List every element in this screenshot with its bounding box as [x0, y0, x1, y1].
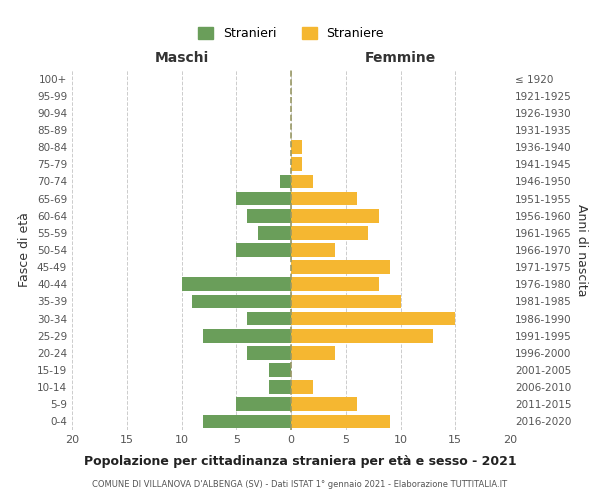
Bar	[236, 243, 291, 257]
Bar	[236, 398, 291, 411]
Text: Femmine: Femmine	[365, 51, 436, 65]
Bar	[247, 312, 291, 326]
Bar	[236, 192, 291, 205]
Bar	[269, 363, 291, 377]
Text: Maschi: Maschi	[154, 51, 209, 65]
Bar	[291, 192, 356, 205]
Bar	[247, 209, 291, 222]
Bar	[203, 414, 291, 428]
Bar	[291, 226, 368, 239]
Bar	[291, 174, 313, 188]
Bar	[291, 140, 302, 154]
Bar	[291, 312, 455, 326]
Bar	[291, 260, 389, 274]
Bar	[269, 380, 291, 394]
Bar	[291, 329, 433, 342]
Y-axis label: Anni di nascita: Anni di nascita	[575, 204, 588, 296]
Y-axis label: Fasce di età: Fasce di età	[19, 212, 31, 288]
Bar	[247, 346, 291, 360]
Bar	[291, 294, 401, 308]
Text: COMUNE DI VILLANOVA D'ALBENGA (SV) - Dati ISTAT 1° gennaio 2021 - Elaborazione T: COMUNE DI VILLANOVA D'ALBENGA (SV) - Dat…	[92, 480, 508, 489]
Bar	[280, 174, 291, 188]
Bar	[291, 414, 389, 428]
Bar	[291, 346, 335, 360]
Bar	[291, 380, 313, 394]
Bar	[291, 243, 335, 257]
Bar	[291, 158, 302, 171]
Bar	[182, 278, 291, 291]
Bar	[291, 209, 379, 222]
Text: Popolazione per cittadinanza straniera per età e sesso - 2021: Popolazione per cittadinanza straniera p…	[83, 455, 517, 468]
Bar	[203, 329, 291, 342]
Bar	[193, 294, 291, 308]
Bar	[258, 226, 291, 239]
Bar	[291, 398, 356, 411]
Legend: Stranieri, Straniere: Stranieri, Straniere	[193, 22, 389, 46]
Bar	[291, 278, 379, 291]
